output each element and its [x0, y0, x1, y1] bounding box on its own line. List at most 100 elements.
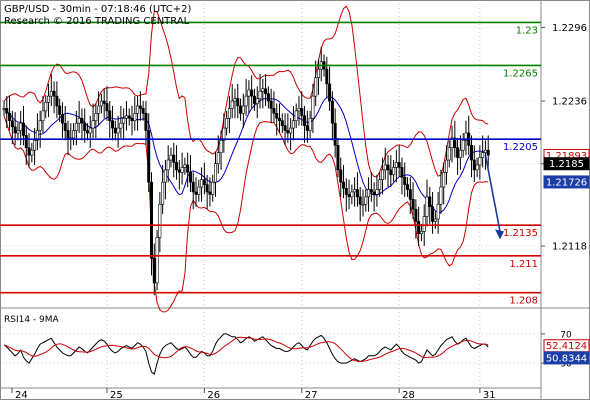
- candle-body: [127, 115, 131, 119]
- candle-body: [180, 167, 184, 173]
- candle-body: [378, 179, 382, 190]
- candle-body: [94, 113, 98, 122]
- level-label-1.2205: 1.2205: [503, 142, 538, 153]
- price-tick-label: 1.2236: [552, 97, 587, 108]
- candle-body: [275, 113, 279, 119]
- candle-body: [439, 186, 443, 205]
- candle-body: [108, 110, 112, 122]
- candle-body: [308, 117, 312, 131]
- candle-body: [431, 206, 435, 222]
- candle-body: [255, 98, 259, 104]
- candle-body: [372, 191, 376, 195]
- candle-body: [392, 167, 396, 176]
- candle-body: [74, 122, 78, 131]
- candle-body: [155, 237, 159, 284]
- candle-body: [244, 95, 248, 107]
- candle-body: [233, 98, 237, 102]
- candle-body: [124, 115, 128, 119]
- candle-body: [297, 108, 301, 112]
- candle-body: [147, 130, 151, 183]
- candle-body: [456, 147, 460, 158]
- candle-body: [186, 164, 190, 173]
- candle-body: [49, 90, 53, 97]
- time-tick-label-28: 28: [402, 390, 415, 400]
- candle-body: [27, 147, 31, 156]
- rsi-level-label-30: 30: [560, 360, 572, 370]
- candle-body: [375, 189, 379, 195]
- candle-body: [111, 120, 115, 129]
- candle-body: [347, 194, 351, 198]
- candle-body: [314, 77, 318, 97]
- candle-body: [330, 100, 334, 124]
- candle-body: [85, 130, 89, 134]
- candle-body: [113, 127, 117, 134]
- candle-body: [428, 196, 432, 208]
- candle-body: [239, 105, 243, 114]
- candle-body: [406, 184, 410, 190]
- candle-body: [339, 169, 343, 183]
- candle-body: [280, 120, 284, 126]
- candle-body: [433, 218, 437, 222]
- candle-body: [72, 130, 76, 139]
- level-label-1.208: 1.208: [509, 296, 538, 307]
- bollinger-bands: [3, 5, 489, 313]
- candle-body: [47, 95, 51, 103]
- rsi-line: [3, 333, 489, 375]
- candle-body: [205, 184, 209, 193]
- candle-body: [300, 108, 304, 117]
- candle-body: [241, 105, 245, 114]
- candle-body: [252, 95, 256, 104]
- candle-body: [369, 189, 373, 193]
- candle-body: [311, 95, 315, 119]
- candle-body: [35, 130, 39, 141]
- candle-body: [408, 189, 412, 200]
- candle-body: [230, 100, 234, 109]
- level-label-1.2135: 1.2135: [503, 228, 538, 239]
- candle-body: [19, 122, 23, 131]
- candle-body: [450, 137, 454, 149]
- projection-arrow-head: [495, 229, 504, 240]
- candle-body: [364, 196, 368, 205]
- candle-body: [389, 169, 393, 176]
- candle-body: [166, 159, 170, 171]
- rsi-ma-tag: 50.8344: [546, 353, 587, 364]
- rsi-ma-tag-box: [543, 351, 590, 365]
- price-tag-box: [543, 157, 590, 171]
- candle-body: [188, 172, 192, 183]
- candle-body: [105, 103, 109, 112]
- candle-body: [436, 203, 440, 220]
- candle-body: [283, 125, 287, 131]
- candle-body: [361, 203, 365, 206]
- rsi-ma-line: [3, 336, 489, 363]
- candle-body: [342, 181, 346, 189]
- candle-body: [5, 108, 9, 114]
- candle-body: [367, 189, 371, 198]
- candle-body: [136, 105, 140, 114]
- level-label-1.2265: 1.2265: [503, 68, 538, 79]
- rsi-label: RSI14 - 9MA: [4, 315, 60, 325]
- candle-body: [38, 120, 42, 131]
- candle-body: [219, 140, 223, 153]
- level-label-1.211: 1.211: [509, 259, 538, 270]
- candle-body: [172, 154, 176, 163]
- time-tick-label-26: 26: [207, 390, 220, 400]
- candle-body: [414, 208, 418, 222]
- candle-body: [461, 140, 465, 151]
- candle-body: [21, 122, 25, 136]
- chart-title: GBP/USD - 30min - 07:18:46 (UTC+2): [4, 4, 191, 15]
- time-tick-label-24: 24: [15, 390, 28, 400]
- candle-body: [442, 172, 446, 188]
- candle-body: [122, 117, 126, 124]
- candle-body: [77, 117, 81, 124]
- candle-body: [175, 162, 179, 171]
- candle-body: [417, 221, 421, 235]
- research-credit: Research © 2016 TRADING CENTRAL: [4, 16, 190, 27]
- candle-body: [99, 100, 103, 107]
- candle-body: [383, 164, 387, 171]
- candle-body: [353, 189, 357, 193]
- candle-body: [152, 258, 156, 284]
- candle-body: [183, 164, 187, 168]
- candle-body: [447, 147, 451, 161]
